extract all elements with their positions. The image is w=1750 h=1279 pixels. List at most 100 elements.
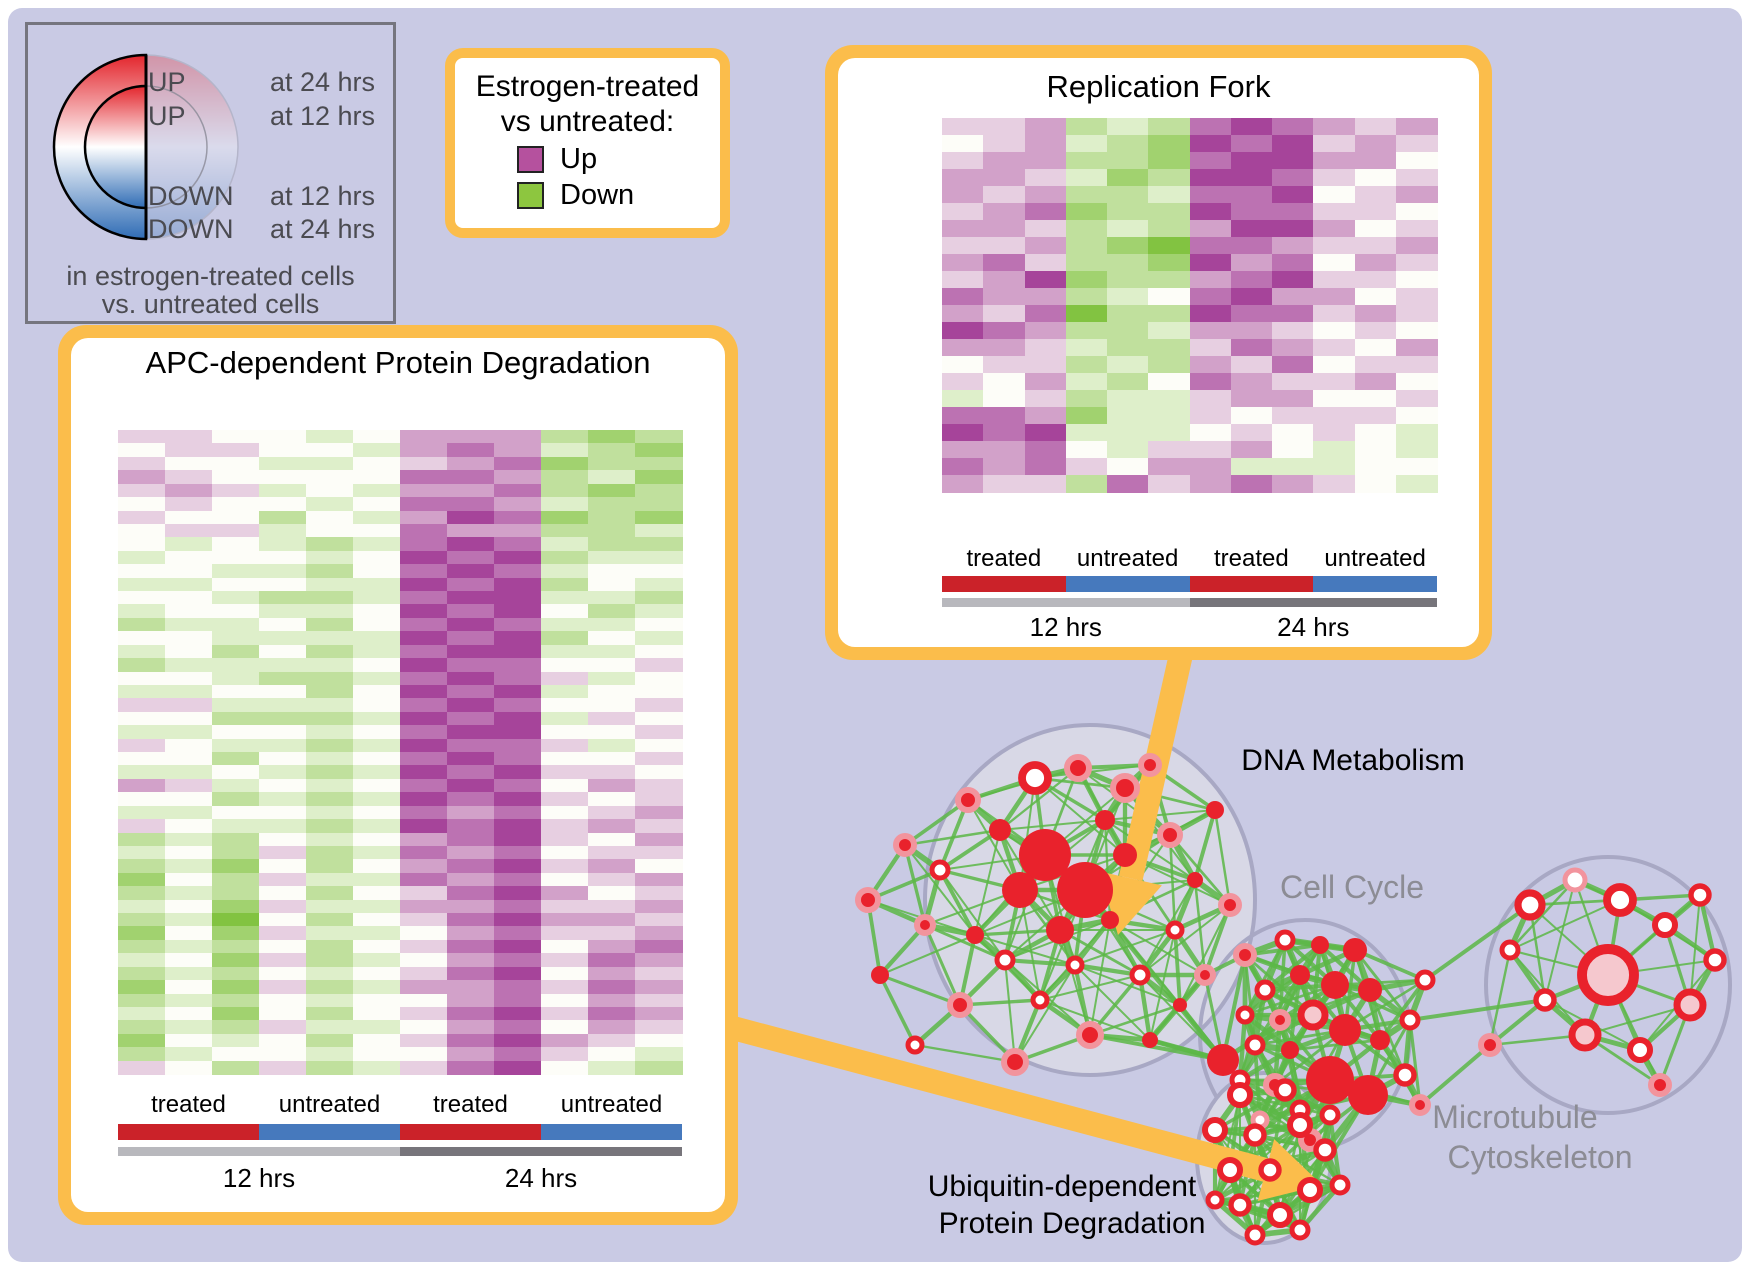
heatmap-cell	[447, 1033, 495, 1048]
heatmap-cell	[353, 711, 401, 726]
heatmap-cell	[447, 980, 495, 995]
heatmap-cell	[165, 617, 213, 632]
heatmap-cell	[212, 872, 260, 887]
heatmap-cell	[541, 993, 589, 1008]
heatmap-cell	[1354, 407, 1397, 425]
heatmap-cell	[588, 497, 636, 512]
network-edge	[879, 934, 976, 976]
heatmap-cell	[942, 169, 984, 187]
heatmap-cell	[259, 939, 307, 954]
network-edge	[1488, 949, 1512, 1046]
heatmap-cell	[1024, 203, 1067, 221]
heatmap-cell	[983, 475, 1026, 493]
heatmap-cell	[1354, 135, 1397, 153]
heatmap-cell	[447, 537, 495, 552]
heatmap-cell	[400, 456, 448, 471]
heatmap-cell	[259, 765, 307, 780]
heatmap-cell	[1272, 118, 1314, 136]
heatmap-cell	[165, 993, 213, 1008]
heatmap-cell	[212, 886, 260, 901]
heatmap-cell	[306, 939, 354, 954]
heatmap-cell	[165, 1006, 213, 1021]
heatmap-cell	[983, 186, 1026, 204]
heatmap-cell	[1272, 305, 1314, 323]
heatmap-cell	[165, 752, 213, 767]
heatmap-cell	[1065, 220, 1108, 238]
heatmap-cell	[588, 470, 636, 485]
network-bridge-edge	[1089, 1033, 1224, 1062]
heatmap-cell	[494, 523, 542, 538]
heatmap-cell	[1065, 135, 1108, 153]
heatmap-cell	[353, 752, 401, 767]
network-node-dna	[1046, 916, 1074, 944]
heatmap-cell	[353, 617, 401, 632]
heatmap-cell	[541, 1060, 589, 1075]
rf-time-labels: 12 hrs 24 hrs	[942, 612, 1437, 643]
heatmap-cell	[541, 1006, 589, 1021]
heatmap-cell	[1189, 169, 1232, 187]
heatmap-cell	[635, 845, 683, 860]
heatmap-cell	[1313, 458, 1356, 476]
heatmap-cell	[1189, 203, 1232, 221]
heatmap-cell	[541, 684, 589, 699]
heatmap-cell	[1230, 220, 1273, 238]
heatmap-cell	[942, 441, 984, 459]
heatmap-cell	[1272, 254, 1314, 272]
heatmap-cell	[212, 577, 260, 592]
heatmap-cell	[1189, 237, 1232, 255]
heatmap-cell	[635, 1020, 683, 1035]
heatmap-cell	[588, 591, 636, 606]
heatmap-cell	[588, 886, 636, 901]
heatmap-cell	[1230, 373, 1273, 391]
heatmap-cell	[942, 322, 984, 340]
network-node-ubiquitin	[1227, 1082, 1253, 1108]
network-label: Cytoskeleton	[1448, 1139, 1633, 1175]
network-node-dna	[893, 833, 917, 857]
network-edge	[974, 934, 1076, 966]
network-node-dna	[1002, 872, 1038, 908]
heatmap-cell	[212, 430, 260, 445]
heatmap-cell	[212, 738, 260, 753]
heatmap-cell	[588, 711, 636, 726]
network-edge	[1104, 809, 1216, 821]
network-node-dna	[1001, 1048, 1029, 1076]
heatmap-cell	[1272, 169, 1314, 187]
heatmap-cell	[494, 1047, 542, 1062]
heatmap-cell	[1065, 356, 1108, 374]
heatmap-cell	[1313, 118, 1356, 136]
heatmap-cell	[1395, 152, 1438, 170]
heatmap-cell	[447, 523, 495, 538]
heatmap-cell	[1313, 356, 1356, 374]
heatmap-cell	[165, 765, 213, 780]
heatmap-cell	[259, 725, 307, 740]
heatmap-cell	[1148, 186, 1191, 204]
heatmap-cell	[165, 631, 213, 646]
heatmap-cell	[118, 443, 166, 458]
heatmap-cell	[494, 926, 542, 941]
heatmap-cell	[1189, 390, 1232, 408]
heatmap-cell	[1230, 288, 1273, 306]
heatmap-cell	[541, 953, 589, 968]
heatmap-cell	[400, 725, 448, 740]
heatmap-cell	[259, 926, 307, 941]
heatmap-cell	[400, 1047, 448, 1062]
network-node-ubiquitin	[1319, 1104, 1341, 1126]
heatmap-cell	[447, 872, 495, 887]
heatmap-cell	[588, 953, 636, 968]
time-bar-segment	[1189, 598, 1437, 607]
heatmap-cell	[306, 604, 354, 619]
heatmap-cell	[1272, 356, 1314, 374]
heatmap-cell	[118, 1060, 166, 1075]
heatmap-cell	[1107, 441, 1149, 459]
heatmap-cell	[1313, 424, 1356, 442]
heatmap-cell	[1272, 322, 1314, 340]
heatmap-cell	[212, 993, 260, 1008]
heatmap-cell	[1148, 458, 1191, 476]
heatmap-cell	[118, 939, 166, 954]
updown-time-down-24: at 24 hrs	[269, 214, 375, 244]
heatmap-cell	[1148, 356, 1191, 374]
heatmap-cell	[1065, 424, 1108, 442]
network-node-microtubule	[1673, 988, 1707, 1022]
heatmap-cell	[635, 523, 683, 538]
heatmap-cell	[1189, 118, 1232, 136]
